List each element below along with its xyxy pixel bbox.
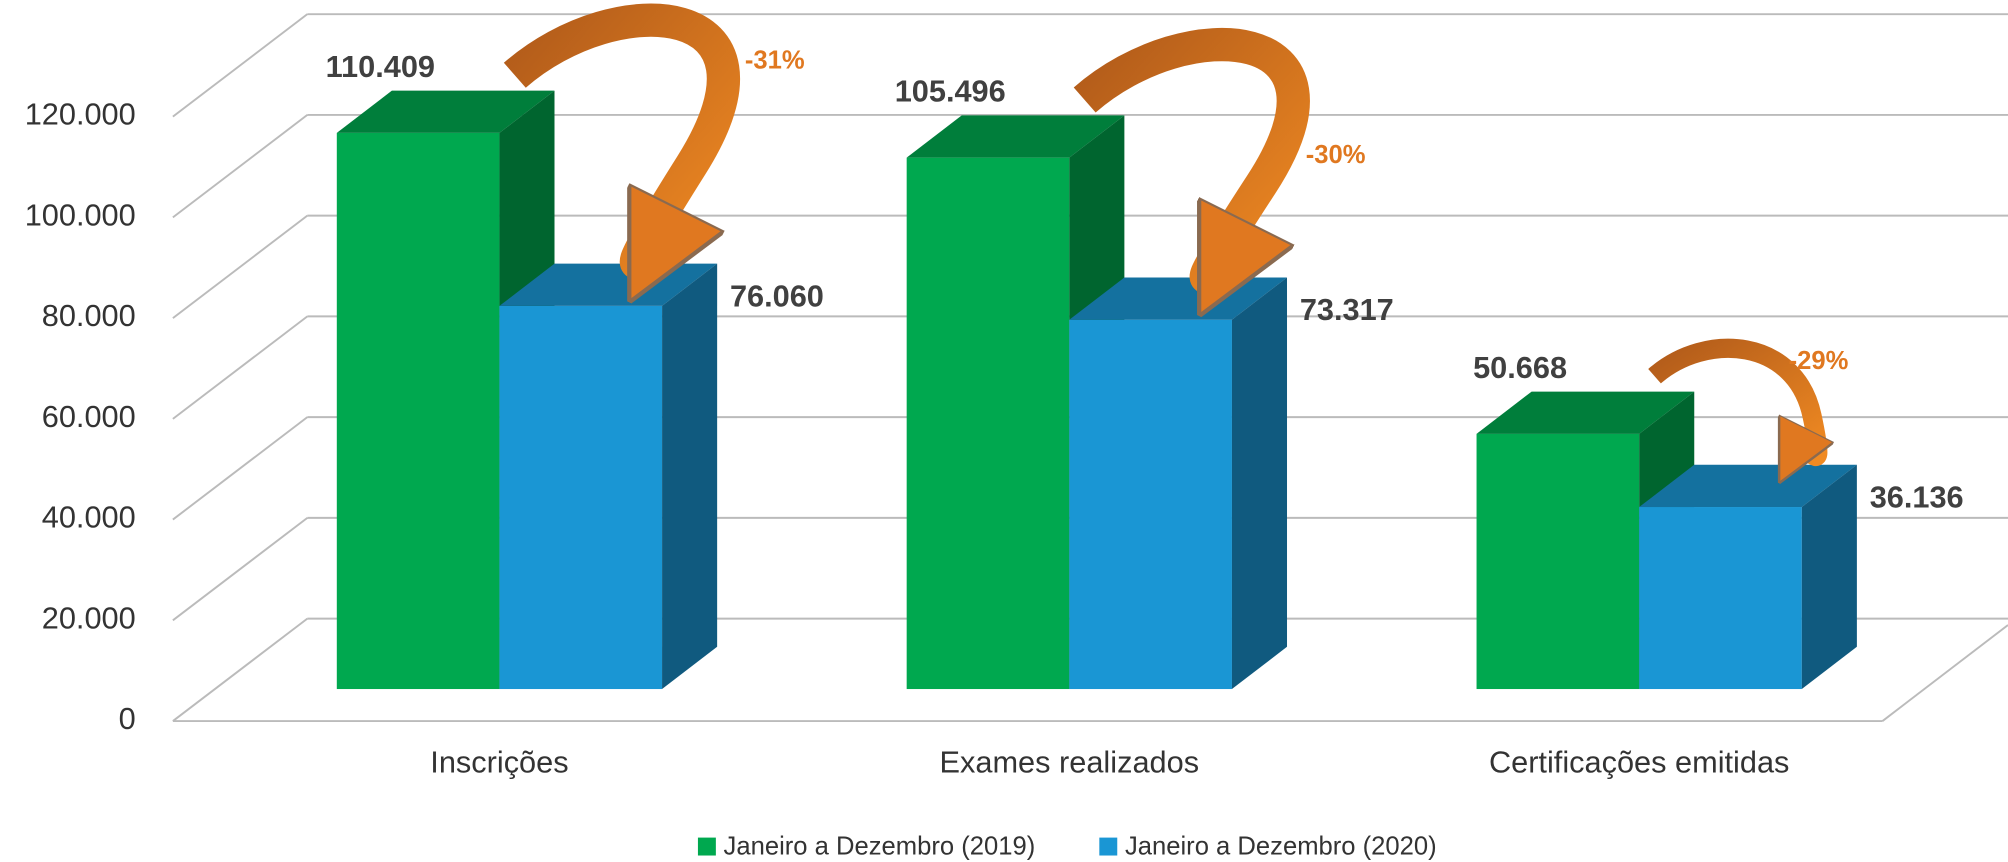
y-tick-label: 40.000 [42,500,136,535]
bar-front [1069,319,1232,690]
legend-label: Janeiro a Dezembro (2020) [1125,833,1437,861]
legend-swatch [1099,837,1118,856]
bar-front [1639,507,1802,690]
legend-swatch [697,837,716,856]
change-annotation: -30% [1306,141,1366,169]
floor-edge [1881,624,2008,722]
change-annotation: -31% [745,46,805,74]
grid-line [172,617,308,722]
bar-front [1476,433,1640,690]
y-tick-label: 0 [119,701,136,736]
bar-side [1801,464,1857,690]
grid-line [172,517,308,622]
marks: Inscrições 110.409 76.060 -31% Exames realiz… [326,3,1964,861]
bar-side [1231,277,1288,690]
value-label: 105.496 [895,74,1006,109]
value-label: 110.409 [326,49,435,84]
change-annotation: -29% [1789,347,1849,375]
y-tick-label: 100.000 [25,197,136,232]
x-tick-label: Exames realizados [940,745,1200,780]
y-tick-label: 60.000 [42,399,136,434]
bar-top [906,115,1125,158]
bar-front [499,305,663,690]
bar-side [662,263,718,690]
x-tick-label: Inscrições [430,745,568,780]
value-label: 73.317 [1300,292,1394,327]
grid-line [172,13,308,118]
change-arrow [1648,338,1818,456]
legend-label: Janeiro a Dezembro (2019) [724,833,1036,861]
grid-line [172,214,308,319]
value-label: 76.060 [730,278,824,313]
x-tick-label: Certificações emitidas [1489,745,1789,780]
grid-line [172,416,308,521]
y-tick-label: 20.000 [42,600,136,635]
grid-line [172,315,308,420]
bar-front [336,132,500,690]
bar-top [1476,391,1695,434]
bar-top [336,90,555,133]
value-label: 50.668 [1473,350,1567,385]
value-label: 36.136 [1870,479,1964,514]
y-tick-label: 120.000 [25,97,136,132]
grid-line [172,114,308,219]
y-tick-label: 80.000 [42,298,136,333]
bar-front [906,157,1070,690]
